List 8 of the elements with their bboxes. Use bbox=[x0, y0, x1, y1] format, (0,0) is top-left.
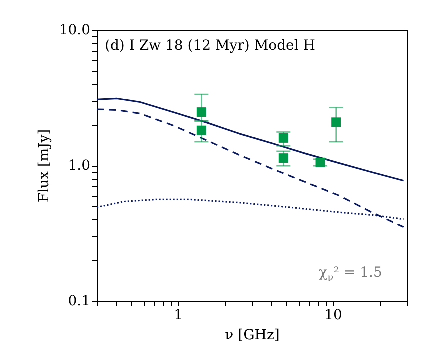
x-tick-label: 10 bbox=[324, 308, 342, 324]
y-tick-label: 1.0 bbox=[68, 158, 90, 174]
x-tick-label: 1 bbox=[174, 308, 184, 324]
x-axis-title: ν [GHz] bbox=[225, 328, 280, 344]
y-tick-label: 10.0 bbox=[59, 22, 90, 38]
y-axis-title: Flux [mJy] bbox=[36, 129, 52, 203]
annotation: (d) I Zw 18 (12 Myr) Model H bbox=[105, 38, 316, 54]
y-tick-label: 0.1 bbox=[68, 294, 90, 310]
